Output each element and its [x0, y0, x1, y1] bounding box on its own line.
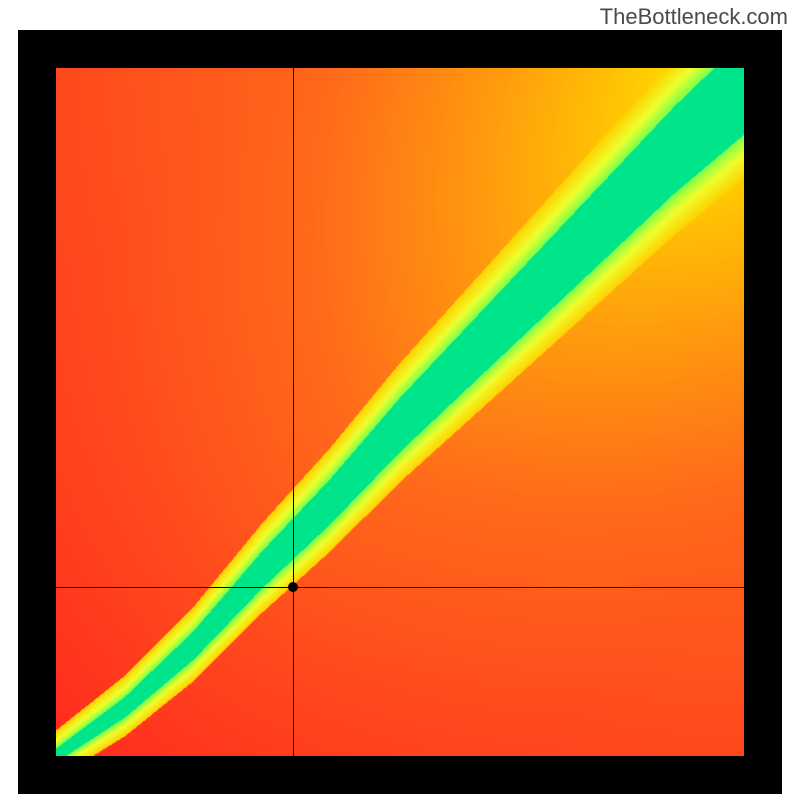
chart-container: TheBottleneck.com [0, 0, 800, 800]
crosshair-horizontal [56, 587, 744, 588]
crosshair-marker [288, 582, 298, 592]
chart-frame [18, 30, 782, 794]
heatmap-canvas [56, 68, 744, 756]
watermark-text: TheBottleneck.com [600, 4, 788, 30]
crosshair-vertical [293, 68, 294, 756]
